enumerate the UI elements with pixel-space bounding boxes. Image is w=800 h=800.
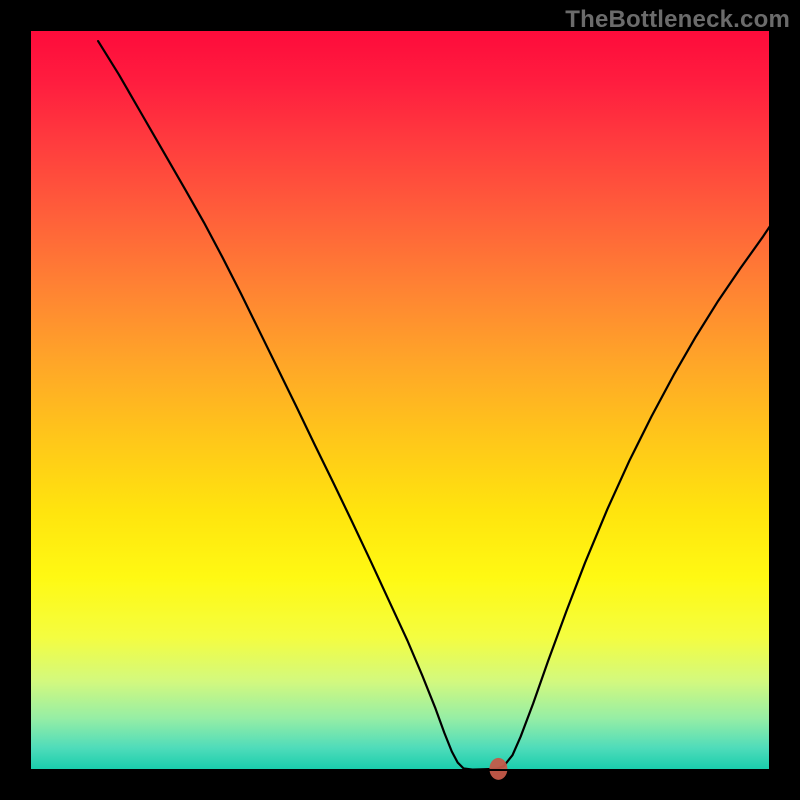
chart-root: TheBottleneck.com [0,0,800,800]
plot-background [30,30,770,770]
valley-marker [489,758,507,780]
chart-svg [0,0,800,800]
watermark-label: TheBottleneck.com [565,6,790,34]
